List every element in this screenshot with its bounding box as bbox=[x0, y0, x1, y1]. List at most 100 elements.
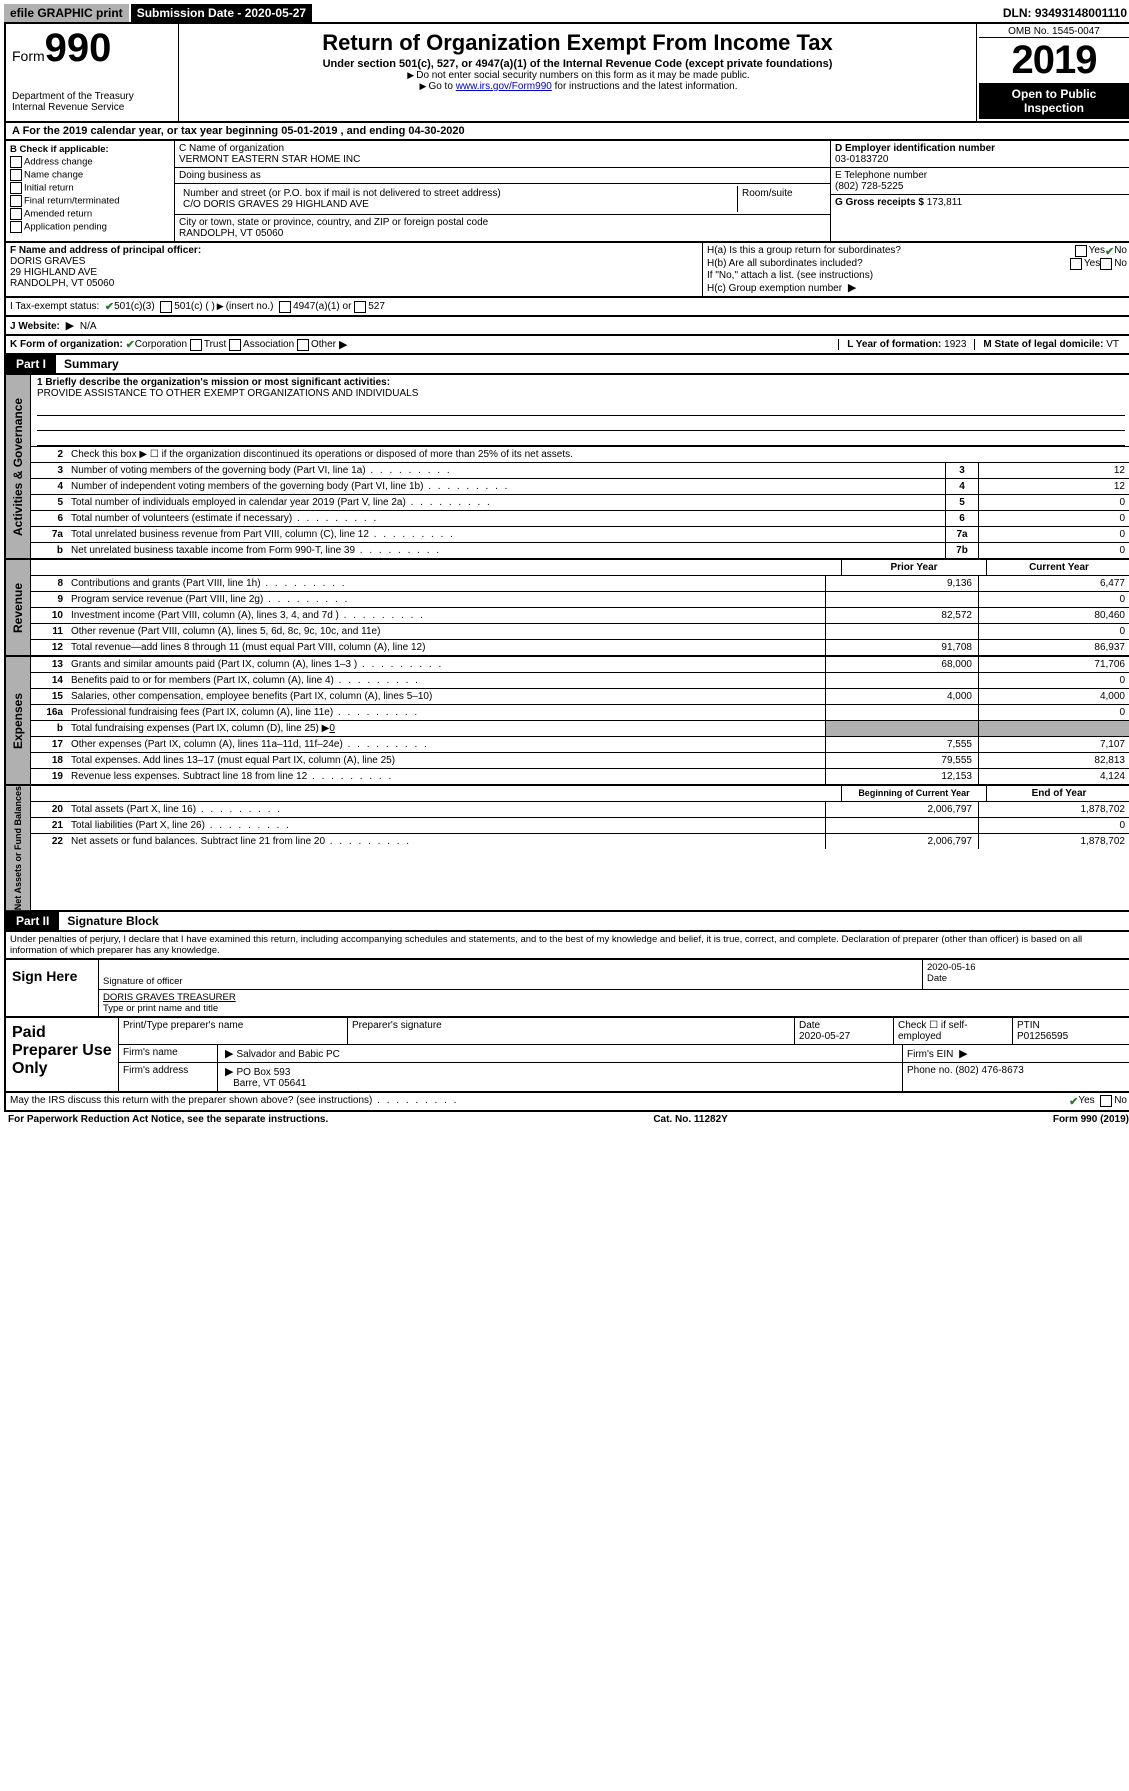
i-527-checkbox[interactable] bbox=[354, 301, 366, 313]
form-number: 990 bbox=[45, 26, 112, 70]
vlabel-revenue: Revenue bbox=[6, 560, 31, 655]
officer-city: RANDOLPH, VT 05060 bbox=[10, 278, 114, 289]
prep-check-label: Check ☐ if self-employed bbox=[894, 1018, 1013, 1044]
ha-yes: Yes bbox=[1089, 245, 1105, 258]
k-other-checkbox[interactable] bbox=[297, 339, 309, 351]
irs-link[interactable]: www.irs.gov/Form990 bbox=[456, 81, 552, 92]
ha-yes-checkbox[interactable] bbox=[1075, 245, 1087, 257]
j-value: N/A bbox=[80, 321, 97, 332]
box-i: I Tax-exempt status: 501(c)(3) 501(c) ( … bbox=[4, 298, 1129, 317]
box-h: H(a) Is this a group return for subordin… bbox=[703, 243, 1129, 296]
arrow-icon bbox=[215, 301, 226, 312]
current-year-header: Current Year bbox=[986, 560, 1129, 575]
j-label: J Website: bbox=[10, 321, 60, 332]
section-bcdeg: B Check if applicable: Address change Na… bbox=[4, 141, 1129, 243]
line3-val: 12 bbox=[978, 463, 1129, 478]
line13-curr: 71,706 bbox=[978, 657, 1129, 672]
part1-title: Summary bbox=[56, 357, 119, 371]
paperwork-notice: For Paperwork Reduction Act Notice, see … bbox=[8, 1114, 328, 1125]
efile-label: efile GRAPHIC print bbox=[4, 4, 129, 22]
k-trust-checkbox[interactable] bbox=[190, 339, 202, 351]
line17-curr: 7,107 bbox=[978, 737, 1129, 752]
discuss-row: May the IRS discuss this return with the… bbox=[4, 1093, 1129, 1112]
ein-value: 03-0183720 bbox=[835, 154, 888, 165]
checkbox-initial[interactable] bbox=[10, 182, 22, 194]
dba-label: Doing business as bbox=[179, 170, 826, 181]
k-corp-check bbox=[126, 338, 135, 351]
i-501c3: 501(c)(3) bbox=[114, 301, 155, 312]
line10-text: Investment income (Part VIII, column (A)… bbox=[67, 608, 825, 623]
line17-text: Other expenses (Part IX, column (A), lin… bbox=[67, 737, 825, 752]
checkbox-final[interactable] bbox=[10, 195, 22, 207]
ha-label: H(a) Is this a group return for subordin… bbox=[707, 245, 1075, 258]
line10-prior: 82,572 bbox=[825, 608, 978, 623]
mission-blank-line bbox=[37, 431, 1125, 446]
header-center: Return of Organization Exempt From Incom… bbox=[179, 24, 976, 121]
i-501c-checkbox[interactable] bbox=[160, 301, 172, 313]
line10-curr: 80,460 bbox=[978, 608, 1129, 623]
hb-no-checkbox[interactable] bbox=[1100, 258, 1112, 270]
submission-date: Submission Date - 2020-05-27 bbox=[131, 4, 312, 22]
vlabel-netassets: Net Assets or Fund Balances bbox=[6, 786, 31, 910]
preparer-block: Paid Preparer Use Only Print/Type prepar… bbox=[4, 1018, 1129, 1093]
sig-name-label: Type or print name and title bbox=[103, 1003, 1127, 1014]
part1-label: Part I bbox=[6, 355, 56, 373]
box-deg: D Employer identification number 03-0183… bbox=[830, 141, 1129, 241]
discuss-no-checkbox[interactable] bbox=[1100, 1095, 1112, 1107]
line6-text: Total number of volunteers (estimate if … bbox=[67, 511, 945, 526]
discuss-text: May the IRS discuss this return with the… bbox=[10, 1095, 1069, 1108]
prep-phone-label: Phone no. bbox=[907, 1065, 953, 1076]
line21-eoy: 0 bbox=[978, 818, 1129, 833]
i-4947: 4947(a)(1) or bbox=[293, 301, 351, 312]
line22-eoy: 1,878,702 bbox=[978, 834, 1129, 849]
line22-text: Net assets or fund balances. Subtract li… bbox=[67, 834, 825, 849]
prep-date: 2020-05-27 bbox=[799, 1031, 850, 1042]
i-insert: (insert no.) bbox=[226, 301, 274, 312]
line11-curr: 0 bbox=[978, 624, 1129, 639]
line4-val: 12 bbox=[978, 479, 1129, 494]
box-b-title: B Check if applicable: bbox=[10, 144, 109, 155]
k-assoc: Association bbox=[243, 339, 294, 350]
note-ssn: Do not enter social security numbers on … bbox=[416, 70, 749, 81]
checkbox-amended[interactable] bbox=[10, 208, 22, 220]
line9-prior bbox=[825, 592, 978, 607]
period-line: A For the 2019 calendar year, or tax yea… bbox=[4, 123, 1129, 141]
expenses-section: Expenses 13Grants and similar amounts pa… bbox=[4, 657, 1129, 786]
discuss-yes: Yes bbox=[1078, 1095, 1094, 1108]
line19-text: Revenue less expenses. Subtract line 18 … bbox=[67, 769, 825, 784]
officer-name: DORIS GRAVES bbox=[10, 256, 85, 267]
k-trust: Trust bbox=[204, 339, 226, 350]
k-assoc-checkbox[interactable] bbox=[229, 339, 241, 351]
mission-text: PROVIDE ASSISTANCE TO OTHER EXEMPT ORGAN… bbox=[37, 388, 418, 399]
line9-curr: 0 bbox=[978, 592, 1129, 607]
i-4947-checkbox[interactable] bbox=[279, 301, 291, 313]
line8-prior: 9,136 bbox=[825, 576, 978, 591]
footer-final: For Paperwork Reduction Act Notice, see … bbox=[4, 1112, 1129, 1127]
line18-text: Total expenses. Add lines 13–17 (must eq… bbox=[67, 753, 825, 768]
discuss-yes-check bbox=[1069, 1095, 1078, 1108]
org-name-label: C Name of organization bbox=[179, 143, 826, 154]
revenue-section: Revenue Prior YearCurrent Year 8Contribu… bbox=[4, 560, 1129, 657]
hb-no: No bbox=[1114, 258, 1127, 270]
line14-text: Benefits paid to or for members (Part IX… bbox=[67, 673, 825, 688]
line18-curr: 82,813 bbox=[978, 753, 1129, 768]
line21-text: Total liabilities (Part X, line 26) bbox=[67, 818, 825, 833]
line16a-text: Professional fundraising fees (Part IX, … bbox=[67, 705, 825, 720]
arrow-icon bbox=[845, 283, 859, 294]
box-b: B Check if applicable: Address change Na… bbox=[6, 141, 175, 241]
period-end: 04-30-2020 bbox=[408, 125, 464, 137]
firm-addr-label: Firm's address bbox=[119, 1063, 218, 1091]
opt-app: Application pending bbox=[24, 222, 107, 233]
line13-prior: 68,000 bbox=[825, 657, 978, 672]
line18-prior: 79,555 bbox=[825, 753, 978, 768]
line15-curr: 4,000 bbox=[978, 689, 1129, 704]
checkbox-addr[interactable] bbox=[10, 156, 22, 168]
box-klm: K Form of organization: Corporation Trus… bbox=[4, 336, 1129, 355]
officer-street: 29 HIGHLAND AVE bbox=[10, 267, 97, 278]
checkbox-app[interactable] bbox=[10, 221, 22, 233]
sign-block: Sign Here Signature of officer 2020-05-1… bbox=[4, 960, 1129, 1018]
hb-yes-checkbox[interactable] bbox=[1070, 258, 1082, 270]
checkbox-name[interactable] bbox=[10, 169, 22, 181]
line9-text: Program service revenue (Part VIII, line… bbox=[67, 592, 825, 607]
prep-print-label: Print/Type preparer's name bbox=[119, 1018, 348, 1044]
